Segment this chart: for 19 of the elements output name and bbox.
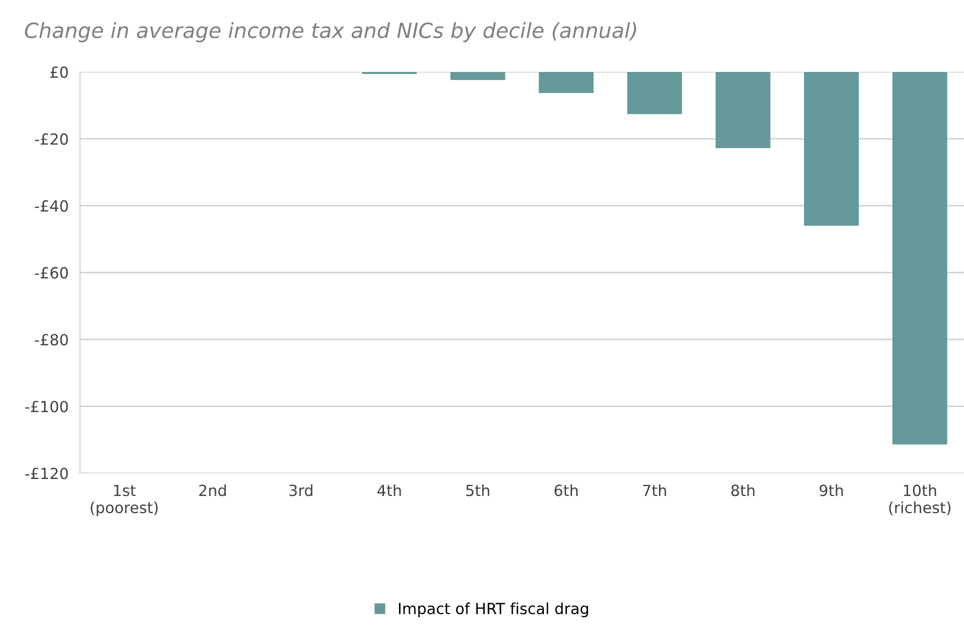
x-tick-label: 2nd [199, 484, 226, 496]
x-tick-label: 9th [820, 484, 843, 496]
y-tick-label: -£100 [25, 400, 68, 412]
x-tick-label: 6th [554, 484, 578, 496]
x-tick-label: 8th [731, 484, 754, 496]
y-tick-label: -£60 [34, 267, 68, 279]
x-tick-label: 3rd [289, 484, 312, 496]
y-tick-label: -£20 [34, 133, 68, 145]
x-tick-label: 4th [377, 484, 401, 496]
y-tick-label: -£80 [34, 334, 68, 346]
y-tick-label: -£40 [34, 200, 68, 212]
x-tick-label: 7th [643, 484, 666, 496]
chart-title: Change in average income tax and NICs by decile (annual) [24, 22, 636, 42]
y-tick-label: -£120 [25, 468, 68, 480]
x-tick-label: 5th [466, 484, 490, 496]
y-tick-label: £0 [50, 66, 68, 78]
x-tick-label: 10th (richest) [889, 484, 950, 516]
legend-label: Impact of HRT fiscal drag [398, 602, 588, 618]
x-tick-label: 1st (poorest) [90, 484, 158, 516]
